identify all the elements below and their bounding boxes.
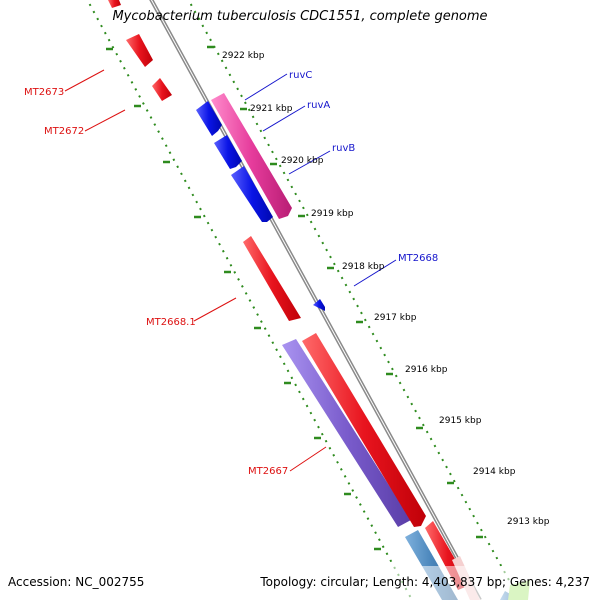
- gene-MT2673[interactable]: [126, 34, 153, 67]
- inner-tick-ring: [86, 0, 413, 600]
- gene-label-ruvC: ruvC: [289, 70, 312, 81]
- gene-label-MT2672: MT2672: [44, 126, 84, 137]
- scale-label: 2920 kbp: [281, 156, 324, 166]
- gene-top-red[interactable]: [108, 0, 121, 8]
- major-ticks: [106, 45, 483, 551]
- accession-text: Accession: NC_002755: [8, 575, 145, 589]
- genome-backbone: [149, 0, 482, 600]
- gene-MT2668[interactable]: [313, 299, 325, 311]
- gene-label-ruvB: ruvB: [332, 143, 355, 154]
- gene-MT2672[interactable]: [152, 78, 172, 101]
- gene-label-MT2668.1: MT2668.1: [146, 317, 196, 328]
- gene-MT2668.1[interactable]: [243, 236, 301, 321]
- gene-ruvC[interactable]: [211, 93, 292, 219]
- scale-label: 2914 kbp: [473, 467, 516, 477]
- gene-label-ruvA: ruvA: [307, 100, 330, 111]
- scale-label: 2917 kbp: [374, 313, 417, 323]
- gene-ruvB-a[interactable]: [214, 135, 242, 169]
- map-title: Mycobacterium tuberculosis CDC1551, comp…: [112, 9, 488, 24]
- scale-labels: 2922 kbp 2921 kbp 2920 kbp 2919 kbp 2918…: [222, 51, 550, 527]
- scale-label: 2919 kbp: [311, 209, 354, 219]
- gene-label-MT2667: MT2667: [248, 466, 288, 477]
- callout-lines: [64, 69, 397, 472]
- scale-label: 2916 kbp: [405, 365, 448, 375]
- genome-summary-text: Topology: circular; Length: 4,403,837 bp…: [260, 575, 590, 589]
- gene-label-MT2668: MT2668: [398, 253, 438, 264]
- gene-MT2667[interactable]: [282, 339, 411, 527]
- scale-label: 2918 kbp: [342, 262, 385, 272]
- scale-label: 2915 kbp: [439, 416, 482, 426]
- gene-ruvA[interactable]: [196, 101, 222, 136]
- gene-MT2667-red[interactable]: [302, 333, 426, 527]
- scale-label: 2913 kbp: [507, 517, 550, 527]
- outer-tick-ring: [187, 0, 521, 600]
- gene-ruvB[interactable]: [231, 166, 273, 222]
- gene-label-MT2673: MT2673: [24, 87, 64, 98]
- gene-labels: MT2673 MT2672 ruvC ruvA ruvB MT2668 MT26…: [24, 70, 438, 477]
- scale-label: 2922 kbp: [222, 51, 265, 61]
- scale-label: 2921 kbp: [250, 104, 293, 114]
